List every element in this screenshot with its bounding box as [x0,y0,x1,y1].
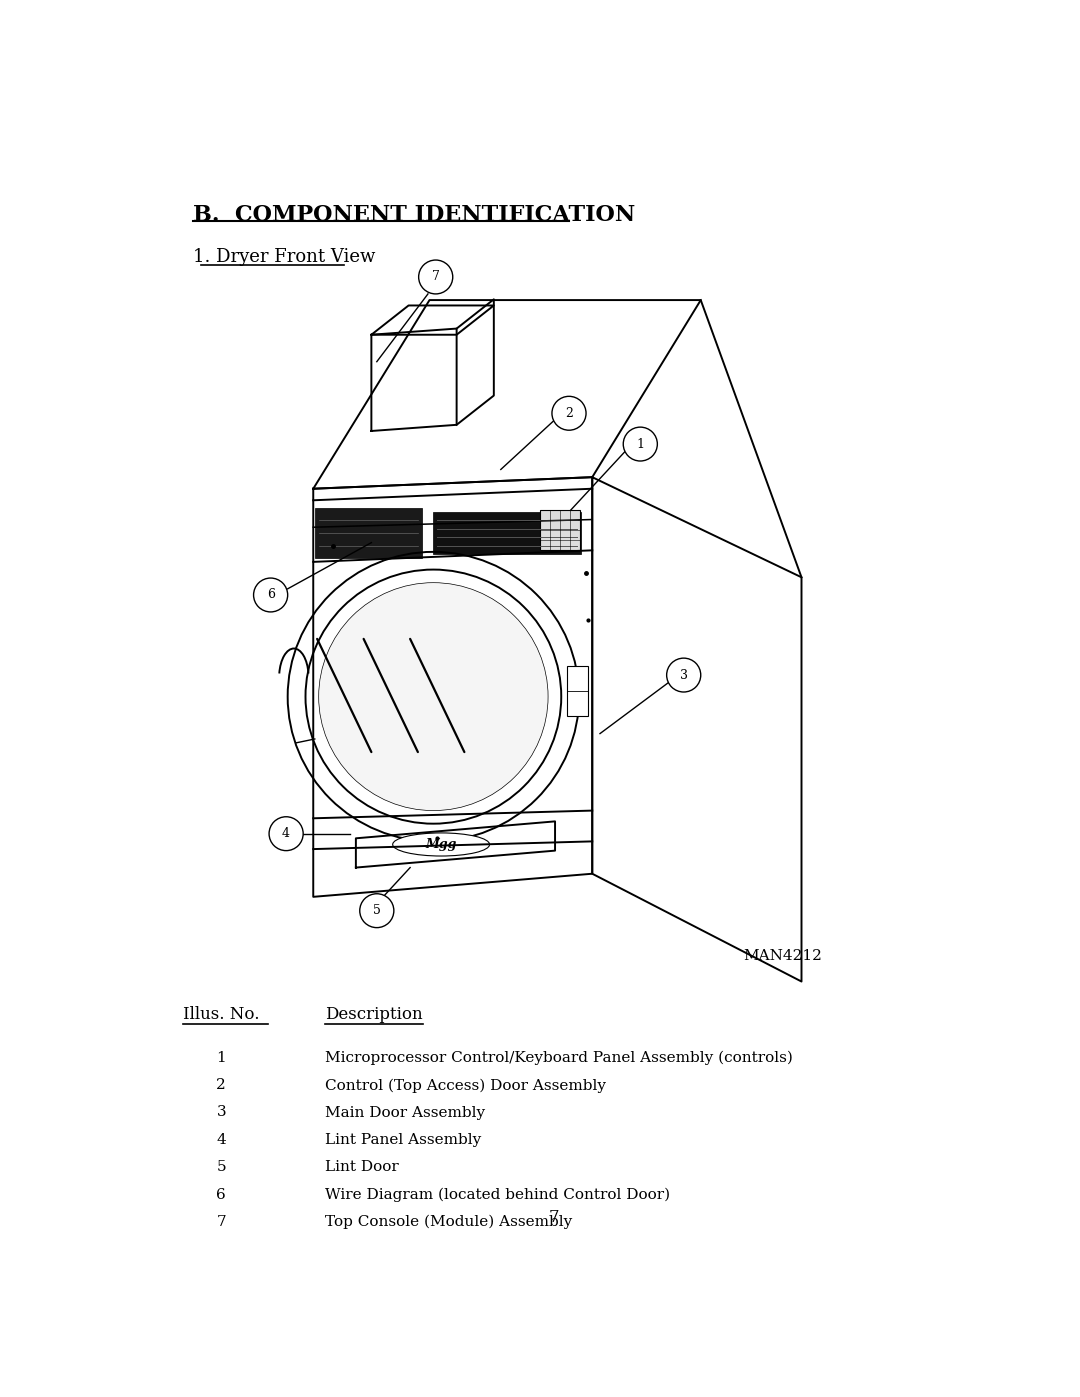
Circle shape [419,260,453,293]
Text: 7: 7 [216,1215,226,1229]
Text: Illus. No.: Illus. No. [183,1006,259,1023]
Text: 5: 5 [216,1160,226,1173]
Circle shape [319,583,548,810]
Text: Description: Description [325,1006,422,1023]
Text: 6: 6 [216,1187,226,1201]
Text: Microprocessor Control/Keyboard Panel Assembly (controls): Microprocessor Control/Keyboard Panel As… [325,1051,793,1066]
Text: MAN4212: MAN4212 [743,949,822,963]
Bar [314,509,422,557]
Text: 2: 2 [565,407,572,419]
Text: Control (Top Access) Door Assembly: Control (Top Access) Door Assembly [325,1078,606,1092]
Text: B.  COMPONENT IDENTIFICATION: B. COMPONENT IDENTIFICATION [193,204,635,226]
Text: 1: 1 [216,1051,226,1065]
Text: 7: 7 [549,1210,558,1227]
Bar [540,510,580,550]
Text: Lint Door: Lint Door [325,1160,399,1173]
Circle shape [623,427,658,461]
Circle shape [269,817,303,851]
Text: Mgg: Mgg [426,838,457,851]
Circle shape [360,894,394,928]
Text: Lint Panel Assembly: Lint Panel Assembly [325,1133,481,1147]
Text: Top Console (Module) Assembly: Top Console (Module) Assembly [325,1215,572,1229]
Circle shape [552,397,586,430]
Text: 3: 3 [679,669,688,682]
Text: 7: 7 [432,271,440,284]
Text: 1. Dryer Front View: 1. Dryer Front View [193,249,376,267]
Text: 4: 4 [216,1133,226,1147]
Bar [433,511,581,555]
Text: Wire Diagram (located behind Control Door): Wire Diagram (located behind Control Doo… [325,1187,670,1201]
Text: 4: 4 [282,827,291,840]
Circle shape [666,658,701,692]
Text: 1: 1 [636,437,645,451]
Circle shape [254,578,287,612]
Text: 2: 2 [216,1078,226,1092]
Text: 5: 5 [373,904,381,918]
Ellipse shape [393,833,489,856]
Text: 6: 6 [267,588,274,602]
Bar [567,666,589,715]
Text: 3: 3 [216,1105,226,1119]
Text: Main Door Assembly: Main Door Assembly [325,1105,485,1119]
